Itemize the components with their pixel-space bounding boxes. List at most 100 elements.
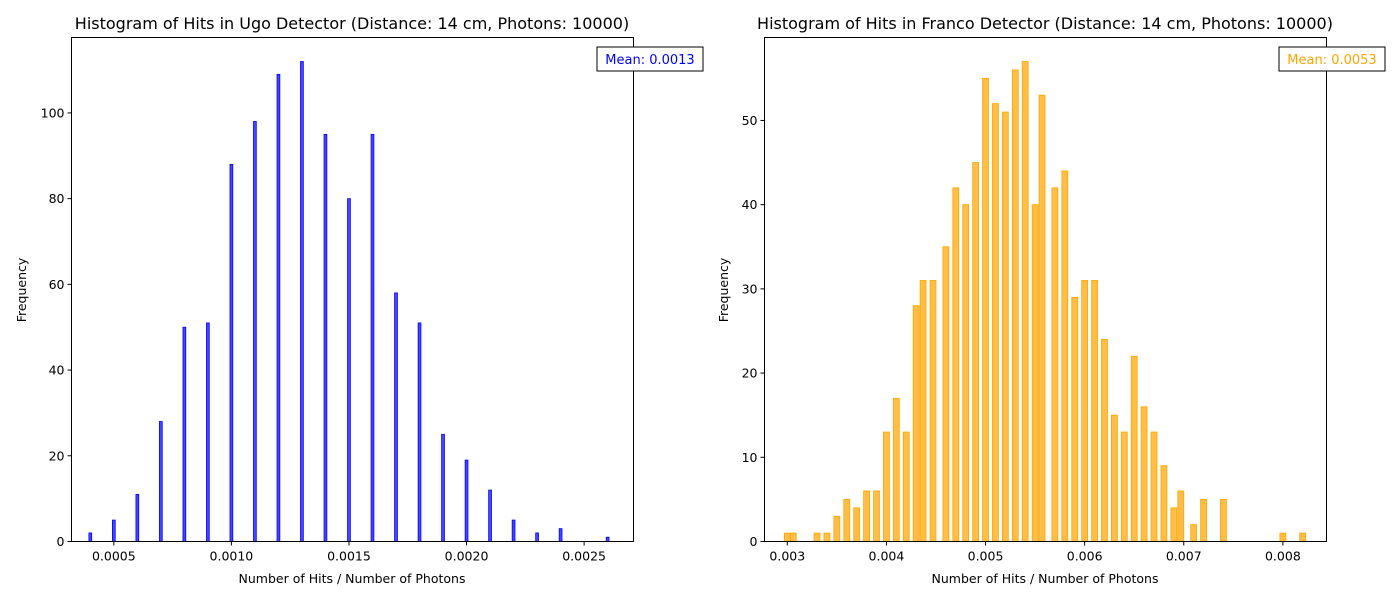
histogram-bar [902, 431, 910, 542]
histogram-bar [1130, 355, 1138, 542]
histogram-bar [441, 433, 445, 542]
x-axis-label: Number of Hits / Number of Photons [239, 571, 466, 586]
histogram-bar [464, 459, 469, 542]
histogram-bar [417, 322, 422, 542]
histogram-bar [823, 532, 831, 542]
mean-annotation: Mean: 0.0053 [1278, 46, 1386, 72]
y-tick-label: 20 [49, 448, 65, 463]
histogram-bar [1220, 498, 1227, 542]
histogram-bar [1051, 187, 1059, 542]
histogram-bar [605, 536, 610, 542]
histogram-bar [972, 162, 980, 542]
ugo-histogram-chart: Histogram of Hits in Ugo Detector (Dista… [14, 14, 704, 586]
mean-annotation: Mean: 0.0013 [596, 46, 704, 72]
mean-annotation-box [1278, 46, 1386, 72]
histogram-bar [112, 519, 116, 542]
histogram-bar [535, 532, 539, 542]
x-axis-label: Number of Hits / Number of Photons [932, 571, 1159, 586]
histogram-bar [1170, 507, 1178, 542]
histogram-bar [1081, 280, 1089, 542]
plot-frame [71, 37, 634, 542]
histogram-bar [789, 532, 797, 542]
histogram-bar [1101, 338, 1108, 542]
x-tick-label: 0.0015 [327, 549, 371, 564]
histogram-bar [1061, 170, 1069, 542]
y-axis-ticks: 0 10 20 30 40 50 [742, 113, 765, 549]
y-tick-label: 30 [742, 281, 758, 296]
x-tick-label: 0.0020 [445, 549, 489, 564]
histogram-bar [1160, 465, 1168, 542]
y-tick-label: 40 [742, 197, 758, 212]
chart-title: Histogram of Hits in Franco Detector (Di… [757, 14, 1333, 33]
histogram-bar [159, 421, 163, 542]
chart-title: Histogram of Hits in Ugo Detector (Dista… [75, 14, 629, 33]
histogram-bar [253, 121, 257, 542]
histogram-bar [1120, 431, 1128, 542]
histogram-bar [1071, 296, 1079, 542]
plot-frame [764, 37, 1327, 542]
x-tick-label: 0.006 [1067, 549, 1103, 564]
histogram-bar [347, 198, 351, 542]
histogram-bar [919, 280, 927, 542]
histogram-bar [883, 431, 890, 542]
histogram-bar [1190, 524, 1198, 542]
y-axis-ticks: 0 20 40 60 80 100 [41, 105, 72, 549]
histogram-bar [370, 133, 375, 542]
histogram-bar [853, 507, 861, 542]
x-tick-label: 0.0005 [92, 549, 136, 564]
histogram-bar [1299, 532, 1307, 542]
histogram-bar [833, 515, 841, 542]
x-tick-label: 0.004 [869, 549, 905, 564]
histogram-bar [843, 498, 851, 542]
y-tick-label: 100 [41, 105, 65, 120]
histogram-bar [394, 292, 398, 542]
histogram-bar [1031, 204, 1039, 542]
histogram-bar [135, 493, 140, 542]
histogram-bar [942, 246, 950, 542]
y-tick-label: 20 [742, 366, 758, 381]
histogram-bar [276, 73, 281, 542]
y-tick-label: 50 [742, 113, 758, 128]
histogram-bar [863, 490, 870, 542]
histogram-bar [1011, 69, 1019, 542]
histogram-bar [1177, 490, 1185, 542]
histogram-bar [488, 489, 492, 542]
histogram-bar [558, 528, 563, 542]
histogram-bar [873, 490, 880, 542]
mean-annotation-text: Mean: 0.0013 [605, 53, 694, 68]
x-tick-label: 0.0010 [210, 549, 254, 564]
bars [88, 61, 610, 542]
histogram-bar [962, 204, 970, 542]
histogram-bar [929, 280, 937, 542]
histogram-bar [323, 133, 328, 542]
histogram-bar [1140, 406, 1148, 542]
x-tick-label: 0.0025 [562, 549, 606, 564]
histogram-bar [206, 322, 210, 542]
x-axis-ticks: 0.003 0.004 0.005 0.006 0.007 0.008 [769, 541, 1301, 564]
histogram-bar [300, 61, 304, 542]
mean-annotation-text: Mean: 0.0053 [1287, 53, 1376, 68]
histogram-bar [992, 103, 999, 542]
histogram-bar [88, 532, 93, 542]
x-tick-label: 0.008 [1265, 549, 1301, 564]
x-tick-label: 0.007 [1166, 549, 1202, 564]
histogram-bar [912, 305, 920, 542]
y-tick-label: 0 [750, 534, 758, 549]
bars [783, 61, 1307, 542]
histogram-bar [1150, 431, 1158, 542]
y-tick-label: 40 [49, 363, 65, 378]
y-tick-label: 10 [742, 450, 758, 465]
y-axis-label: Frequency [716, 257, 731, 322]
histogram-bar [813, 532, 821, 542]
x-tick-label: 0.005 [968, 549, 1004, 564]
histogram-bar [1200, 498, 1207, 542]
x-tick-label: 0.003 [769, 549, 805, 564]
histogram-bar [511, 519, 516, 542]
histogram-bar [1091, 280, 1098, 542]
histogram-bar [892, 397, 900, 542]
y-tick-label: 80 [49, 191, 65, 206]
histogram-bar [1021, 61, 1029, 542]
histogram-bar [952, 187, 960, 542]
histogram-bar [982, 77, 989, 542]
